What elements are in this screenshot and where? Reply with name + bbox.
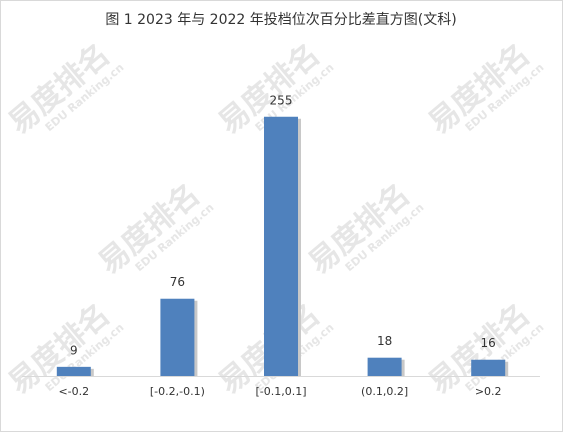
data-label: 16 <box>481 336 496 350</box>
x-tick-label: [-0.1,0.1] <box>255 385 306 398</box>
bar <box>367 357 402 376</box>
bar <box>471 359 506 376</box>
data-label: 76 <box>170 275 185 289</box>
chart-title: 图 1 2023 年与 2022 年投档位次百分比差直方图(文科) <box>105 11 456 28</box>
bar <box>160 298 195 376</box>
x-tick-label: (0.1,0.2] <box>361 385 408 398</box>
bar <box>56 366 91 376</box>
bar <box>264 116 298 376</box>
data-label: 9 <box>70 343 78 357</box>
x-tick-label: [-0.2,-0.1) <box>150 385 205 398</box>
x-tick-label: >0.2 <box>475 385 502 398</box>
data-label: 255 <box>270 93 293 107</box>
x-tick-label: <-0.2 <box>58 385 89 398</box>
data-label: 18 <box>377 334 392 348</box>
